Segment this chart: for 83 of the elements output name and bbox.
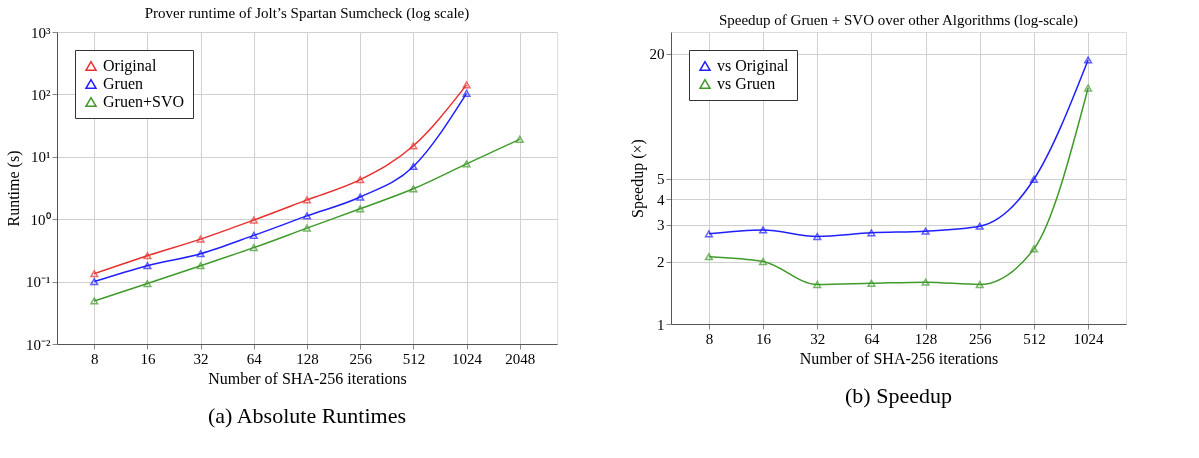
point — [758, 226, 768, 234]
x-axis-title: Number of SHA-256 iterations — [208, 369, 407, 387]
x-tick-label: 256 — [349, 350, 373, 367]
x-tick-label: 128 — [914, 330, 938, 347]
x-tick-label: 64 — [864, 330, 880, 347]
point — [302, 196, 312, 204]
point — [196, 250, 205, 258]
chart-title: Speedup of Gruen + SVO over other Algorithms (log-scale) — [718, 12, 1079, 29]
point — [356, 193, 365, 201]
y-tick-label: 10⁻² — [26, 336, 51, 353]
x-tick-label: 1024 — [452, 350, 483, 367]
point — [302, 212, 312, 220]
point — [90, 277, 99, 286]
point — [975, 280, 984, 289]
point — [1083, 56, 1093, 64]
point — [356, 205, 365, 213]
y-tick-label: 10⁰ — [30, 211, 51, 228]
point — [409, 142, 418, 150]
legend-label: Gruen — [103, 75, 143, 92]
point — [975, 222, 984, 230]
y-tick-label: 1 — [657, 316, 665, 333]
point — [196, 235, 205, 243]
x-tick-label: 8 — [705, 330, 714, 347]
point — [249, 244, 258, 252]
y-axis-title: Runtime (s) — [5, 150, 23, 227]
y-tick-label: 5 — [657, 171, 665, 188]
point — [409, 162, 418, 171]
y-tick-label: 10³ — [31, 24, 51, 41]
x-tick-label: 8 — [90, 350, 99, 367]
point — [921, 278, 930, 286]
point — [462, 160, 471, 168]
point — [462, 89, 471, 97]
x-tick-label: 512 — [1023, 330, 1046, 347]
point — [1029, 175, 1039, 183]
y-tick-label: 2 — [657, 254, 665, 271]
x-tick-label: 32 — [193, 350, 209, 367]
y-tick-label: 3 — [657, 217, 665, 234]
point — [1083, 84, 1093, 92]
point — [921, 227, 930, 235]
point — [813, 232, 822, 241]
point — [90, 270, 99, 278]
point — [704, 253, 714, 261]
x-tick-label: 256 — [969, 330, 992, 347]
point — [143, 262, 152, 270]
legend-label: vs Original — [717, 57, 790, 75]
point — [90, 297, 99, 305]
x-tick-label: 128 — [296, 350, 319, 367]
point — [1029, 245, 1039, 253]
point — [867, 229, 876, 237]
point — [249, 216, 258, 224]
text: (a) Absolute Runtimes — [208, 403, 406, 428]
x-axis-title: Number of SHA-256 iterations — [799, 349, 999, 367]
point — [196, 262, 205, 270]
legend-label: Gruen+SVO — [103, 93, 185, 110]
y-tick-label: 10⁻¹ — [26, 274, 51, 291]
point — [302, 224, 312, 232]
point — [356, 176, 365, 184]
y-tick-label: 4 — [657, 191, 665, 208]
y-tick-label: 20 — [649, 46, 665, 63]
point — [249, 231, 258, 240]
x-tick-label: 2048 — [505, 350, 536, 367]
chart-title: Prover runtime of Jolt’s Spartan Sumcheck (log scale) — [144, 5, 470, 22]
point — [704, 230, 714, 238]
y-tick-label: 10¹ — [31, 149, 51, 166]
point — [515, 135, 524, 143]
point — [867, 279, 876, 287]
x-tick-label: 16 — [756, 330, 772, 347]
point — [143, 279, 152, 288]
point — [462, 81, 471, 89]
x-tick-label: 512 — [402, 350, 426, 367]
y-axis-title: Speedup (×) — [628, 139, 647, 218]
point — [758, 257, 768, 266]
y-tick-label: 10² — [31, 86, 51, 103]
point — [813, 280, 822, 289]
legend-label: vs Gruen — [717, 75, 776, 92]
point — [409, 185, 418, 193]
x-tick-label: 16 — [140, 350, 156, 367]
text: (b) Speedup — [845, 383, 952, 408]
x-tick-label: 1024 — [1073, 330, 1105, 347]
point — [143, 252, 152, 260]
x-tick-label: 32 — [810, 330, 826, 347]
legend-label: Original — [103, 57, 157, 75]
x-tick-label: 64 — [246, 350, 263, 367]
